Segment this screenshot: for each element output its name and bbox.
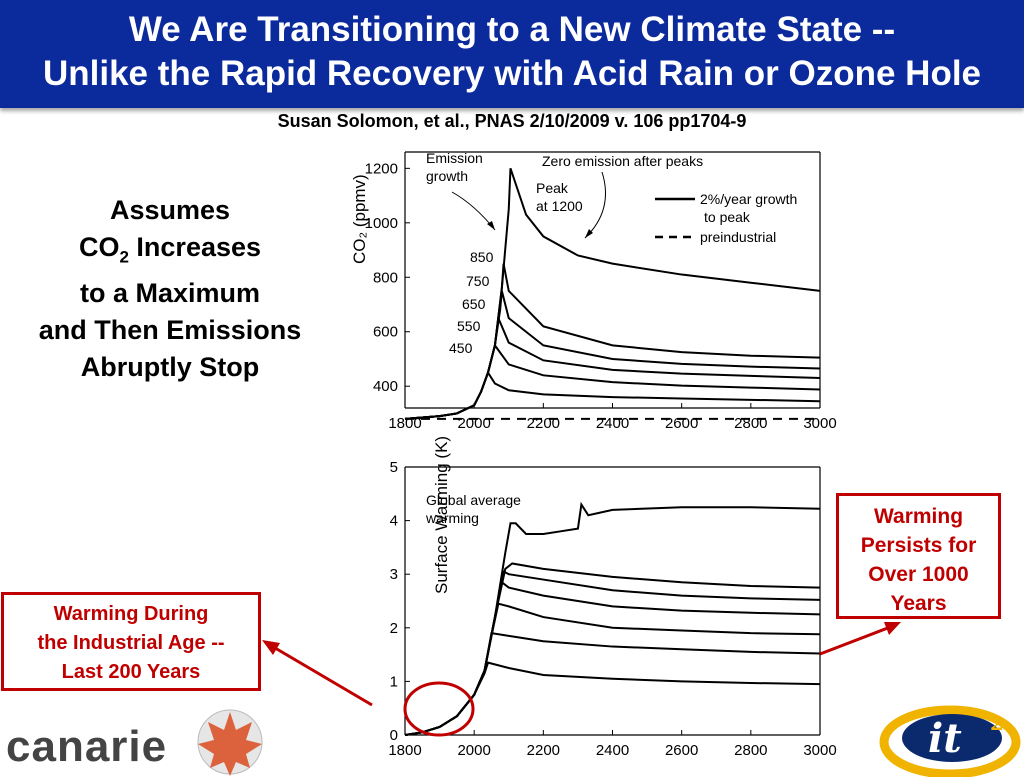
- warming-xtick-label: 2800: [734, 742, 767, 759]
- co2-xtick-label: 2600: [665, 415, 698, 432]
- co2-xtick-label: 2000: [457, 415, 490, 432]
- warming-xtick-label: 1800: [388, 742, 421, 759]
- warming-xtick-label: 3000: [803, 742, 836, 759]
- co2-series-450: [404, 370, 821, 420]
- warming-ytick-label: 3: [390, 566, 398, 583]
- canarie-logo: canarie: [6, 722, 168, 771]
- warming-ytick-label: 2: [390, 620, 398, 637]
- assumptions-text: Assumes CO2 Increases to a Maximum and T…: [0, 192, 340, 386]
- co2-lines: [404, 168, 821, 420]
- co2-ytick-label: 400: [373, 378, 398, 395]
- industrial-age-highlight: [403, 681, 475, 737]
- callout-left-line3: Last 200 Years: [61, 661, 201, 683]
- annotation-global-average: Global average: [426, 492, 521, 508]
- warming-y-label: Surface Warming (K): [432, 436, 451, 594]
- legend-solid-label2: to peak: [704, 209, 751, 225]
- warming-xtick-label: 2400: [596, 742, 629, 759]
- co2-chart: 1800 2000 2200 2400 2600 2800 3000400600800100…: [350, 150, 837, 432]
- right-callout-arrow: [819, 624, 894, 656]
- callout-left-line2: the Industrial Age --: [37, 632, 225, 654]
- assumes-line2: CO2 Increases: [0, 229, 340, 275]
- assumes-line3: to a Maximum: [79, 278, 261, 309]
- warming-lines: [404, 501, 821, 736]
- it2-superscript: 2: [990, 711, 1004, 735]
- zero-emission-arrow: [584, 171, 606, 239]
- co2-ytick-label: 800: [373, 269, 398, 286]
- assumes-line4: and Then Emissions: [38, 315, 302, 346]
- warming-ytick-label: 4: [390, 513, 398, 530]
- zero-emission-arrow-head: [585, 229, 593, 238]
- warming-during-callout: Warming During the Industrial Age -- Las…: [1, 592, 261, 691]
- warming-ytick-label: 0: [390, 727, 398, 744]
- warming-series-850: [404, 570, 821, 736]
- annotation-at1200: at 1200: [536, 198, 583, 214]
- co2-ytick-label: 600: [373, 324, 398, 341]
- warming-xtick-label: 2600: [665, 742, 698, 759]
- it2-logo: it 2: [879, 705, 1021, 777]
- annotation-peak: Peak: [536, 180, 569, 196]
- warming-series-650: [404, 602, 821, 736]
- annotation-zero-emission: Zero emission after peaks: [542, 153, 703, 169]
- assumes-line5: Abruptly Stop: [80, 352, 260, 383]
- legend-solid-label1: 2%/year growth: [700, 191, 797, 207]
- co2-xtick-label: 2400: [596, 415, 629, 432]
- warming-xtick-label: 2200: [527, 742, 560, 759]
- it2-text: it: [928, 715, 962, 762]
- slide-title-line1: We Are Transitioning to a New Climate St…: [128, 10, 896, 49]
- co2-series-1200: [404, 168, 821, 420]
- warming-ytick-label: 1: [390, 673, 398, 690]
- warming-series-1200: [404, 501, 821, 736]
- assumes-line1: Assumes: [109, 195, 231, 225]
- callout-right-line3: Over 1000: [868, 563, 969, 586]
- warming-xtick-label: 2000: [457, 742, 490, 759]
- left-callout-arrow: [269, 643, 373, 707]
- left-callout-arrowhead: [262, 640, 280, 655]
- annotation-growth: growth: [426, 168, 468, 184]
- warming-ytick-label: 5: [390, 459, 398, 476]
- callout-left-line1: Warming During: [53, 603, 209, 625]
- co2-y-label: CO₂ (ppmv): [350, 174, 369, 264]
- canarie-leaf-icon: [197, 709, 263, 776]
- co2-subscript: 2: [119, 247, 129, 267]
- series-label-850: 850: [470, 249, 494, 265]
- emission-arrow-head: [487, 221, 495, 230]
- co2-label: CO: [78, 232, 120, 262]
- annotation-emission: Emission: [426, 150, 483, 166]
- warming-chart: 1800 2000 2200 2400 2600 2800 3000 0 1 2 3 4 5 Surfa…: [388, 436, 836, 759]
- series-label-750: 750: [466, 273, 490, 289]
- warming-ticks: 1800 2000 2200 2400 2600 2800 3000 0 1 2 3 4 5: [388, 459, 836, 759]
- annotation-warming: warming: [425, 510, 479, 526]
- increases-label: Increases: [128, 232, 262, 262]
- warming-series-750: [404, 580, 821, 736]
- warming-persists-callout: Warming Persists for Over 1000 Years: [836, 493, 1001, 619]
- slide-title-line2: Unlike the Rapid Recovery with Acid Rain…: [42, 54, 982, 93]
- co2-xtick-label: 2200: [527, 415, 560, 432]
- co2-ytick-label: 1000: [365, 215, 398, 232]
- callout-right-line4: Years: [890, 592, 947, 615]
- citation: Susan Solomon, et al., PNAS 2/10/2009 v.…: [277, 111, 747, 131]
- right-callout-arrowhead: [884, 622, 901, 635]
- series-label-550: 550: [457, 318, 481, 334]
- callout-right-line1: Warming: [873, 505, 964, 528]
- title-bar: We Are Transitioning to a New Climate St…: [0, 0, 1024, 108]
- series-label-650: 650: [462, 296, 486, 312]
- co2-ytick-label: 1200: [365, 160, 398, 177]
- warming-series-1000: [404, 562, 821, 736]
- series-label-450: 450: [449, 340, 473, 356]
- legend-dashed-label: preindustrial: [700, 229, 776, 245]
- callout-right-line2: Persists for: [860, 534, 977, 557]
- co2-xtick-label: 3000: [803, 415, 836, 432]
- co2-xtick-label: 2800: [734, 415, 767, 432]
